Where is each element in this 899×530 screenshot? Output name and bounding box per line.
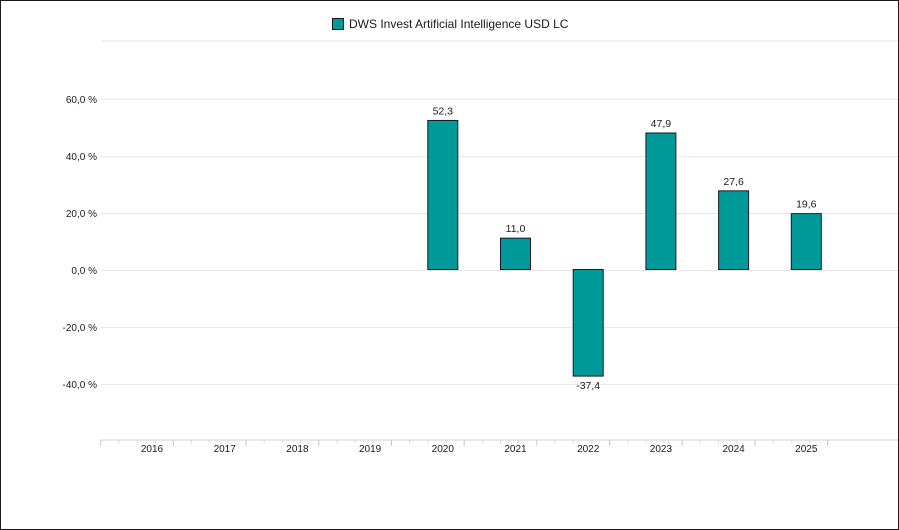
legend-swatch <box>332 18 344 30</box>
y-tick-label: 40,0 % <box>66 152 97 163</box>
data-label: 19,6 <box>796 199 817 211</box>
x-tick-label: 2019 <box>359 444 382 455</box>
legend: DWS Invest Artificial Intelligence USD L… <box>332 17 568 31</box>
x-tick-label: 2025 <box>795 444 818 455</box>
x-tick-label: 2020 <box>432 444 455 455</box>
y-tick-label: -20,0 % <box>63 323 98 334</box>
bar <box>790 213 822 270</box>
data-label: 52,3 <box>433 105 454 117</box>
x-tick-label: 2024 <box>722 444 745 455</box>
bar <box>572 269 604 377</box>
y-tick-label: 0,0 % <box>71 266 97 277</box>
x-tick-label: 2017 <box>214 444 237 455</box>
bar <box>500 237 531 270</box>
x-tick-label: 2023 <box>650 444 673 455</box>
bar <box>718 190 750 270</box>
data-label: -37,4 <box>576 380 600 392</box>
x-tick-label: 2018 <box>286 444 309 455</box>
y-tick-label: 20,0 % <box>66 209 97 220</box>
x-tick-label: 2021 <box>504 444 527 455</box>
legend-label: DWS Invest Artificial Intelligence USD L… <box>349 17 569 31</box>
data-label: 47,9 <box>651 118 672 130</box>
bar <box>427 119 459 270</box>
data-label: 27,6 <box>723 176 744 188</box>
x-tick-label: 2016 <box>141 444 164 455</box>
y-tick-label: -40,0 % <box>63 380 98 391</box>
y-tick-label: 60,0 % <box>66 95 97 106</box>
data-label: 11,0 <box>506 223 526 235</box>
x-tick-label: 2022 <box>577 444 600 455</box>
bar <box>645 132 677 270</box>
